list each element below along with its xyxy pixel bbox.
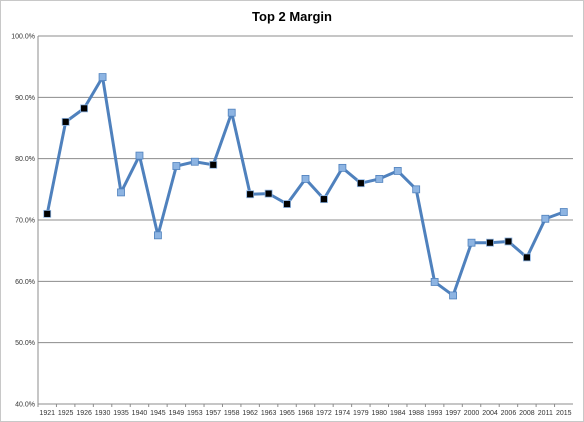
series-line [45, 75, 565, 297]
x-tick-label: 2004 [482, 410, 498, 417]
x-tick-label: 2008 [519, 410, 535, 417]
y-tick-label: 70.0% [15, 218, 35, 225]
data-point-1958 [227, 108, 236, 117]
x-tick-label: 2006 [501, 410, 517, 417]
data-point-1926 [80, 104, 89, 113]
data-point-1963 [264, 189, 273, 198]
x-tick-label: 1968 [298, 410, 314, 417]
x-tick-label: 2011 [538, 410, 553, 417]
x-tick-label: 1965 [279, 410, 295, 417]
data-point-2000 [467, 238, 476, 247]
x-tick-label: 1958 [224, 410, 240, 417]
x-tick-label: 1962 [242, 410, 258, 417]
y-tick-label: 90.0% [15, 95, 35, 102]
series [43, 73, 568, 300]
data-point-2006 [504, 237, 513, 246]
data-point-2004 [486, 238, 494, 247]
data-point-1974 [338, 163, 347, 172]
data-point-1984 [393, 167, 402, 175]
y-axis: 40.0% 50.0% 60.0% 70.0% 80.0% 90.0% 100.0% [11, 34, 39, 409]
y-tick-label: 50.0% [15, 340, 35, 347]
data-point-1930 [98, 73, 107, 81]
data-point-2011 [541, 214, 550, 223]
x-tick-label: 1980 [372, 410, 388, 417]
x-tick-label: 1984 [390, 410, 406, 417]
x-tick-label: 1921 [39, 410, 55, 417]
data-point-2008 [522, 253, 531, 262]
x-tick-label: 2000 [464, 410, 480, 417]
gridlines [38, 35, 573, 405]
data-point-1980 [375, 175, 384, 183]
data-point-1993 [430, 278, 439, 286]
x-tick-label: 1935 [113, 410, 129, 417]
x-tick-label: 1972 [316, 410, 332, 417]
x-tick-label: 1979 [353, 410, 369, 417]
data-point-1962 [246, 190, 255, 199]
data-point-1972 [320, 195, 328, 204]
y-tick-label: 80.0% [15, 156, 35, 163]
x-tick-label: 1953 [187, 410, 203, 417]
data-point-1945 [154, 231, 162, 240]
data-point-1953 [190, 157, 199, 166]
data-point-1997 [449, 291, 457, 300]
data-point-1979 [356, 179, 365, 188]
x-tick-label: 1925 [58, 410, 74, 417]
data-point-1935 [117, 188, 125, 197]
data-point-1965 [283, 200, 291, 208]
x-tick-label: 1993 [427, 410, 443, 417]
data-point-1949 [172, 162, 181, 170]
x-tick-label: 1988 [408, 410, 424, 417]
x-axis: 1921 1925 1926 1930 1935 1940 1945 1949 1953 1957… [37, 403, 573, 417]
data-point-2015 [559, 208, 568, 216]
x-tick-label: 1926 [76, 410, 92, 417]
y-tick-label: 40.0% [15, 402, 35, 409]
x-tick-label: 1945 [150, 410, 166, 417]
y-tick-label: 60.0% [15, 279, 35, 286]
data-point-1925 [61, 117, 70, 126]
chart-title: Top 2 Margin [252, 9, 332, 24]
x-tick-label: 1949 [169, 410, 185, 417]
x-tick-label: 1963 [261, 410, 277, 417]
x-tick-label: 2015 [556, 410, 572, 417]
x-tick-label: 1997 [445, 410, 461, 417]
data-point-1940 [135, 151, 144, 160]
x-tick-label: 1940 [132, 410, 148, 417]
data-point-1921 [43, 209, 52, 218]
y-tick-label: 100.0% [11, 34, 35, 41]
x-tick-label: 1974 [335, 410, 351, 417]
data-point-1968 [301, 175, 310, 183]
data-point-1988 [412, 185, 421, 194]
data-point-1957 [209, 160, 218, 169]
x-tick-label: 1930 [95, 410, 111, 417]
x-tick-label: 1957 [205, 410, 221, 417]
